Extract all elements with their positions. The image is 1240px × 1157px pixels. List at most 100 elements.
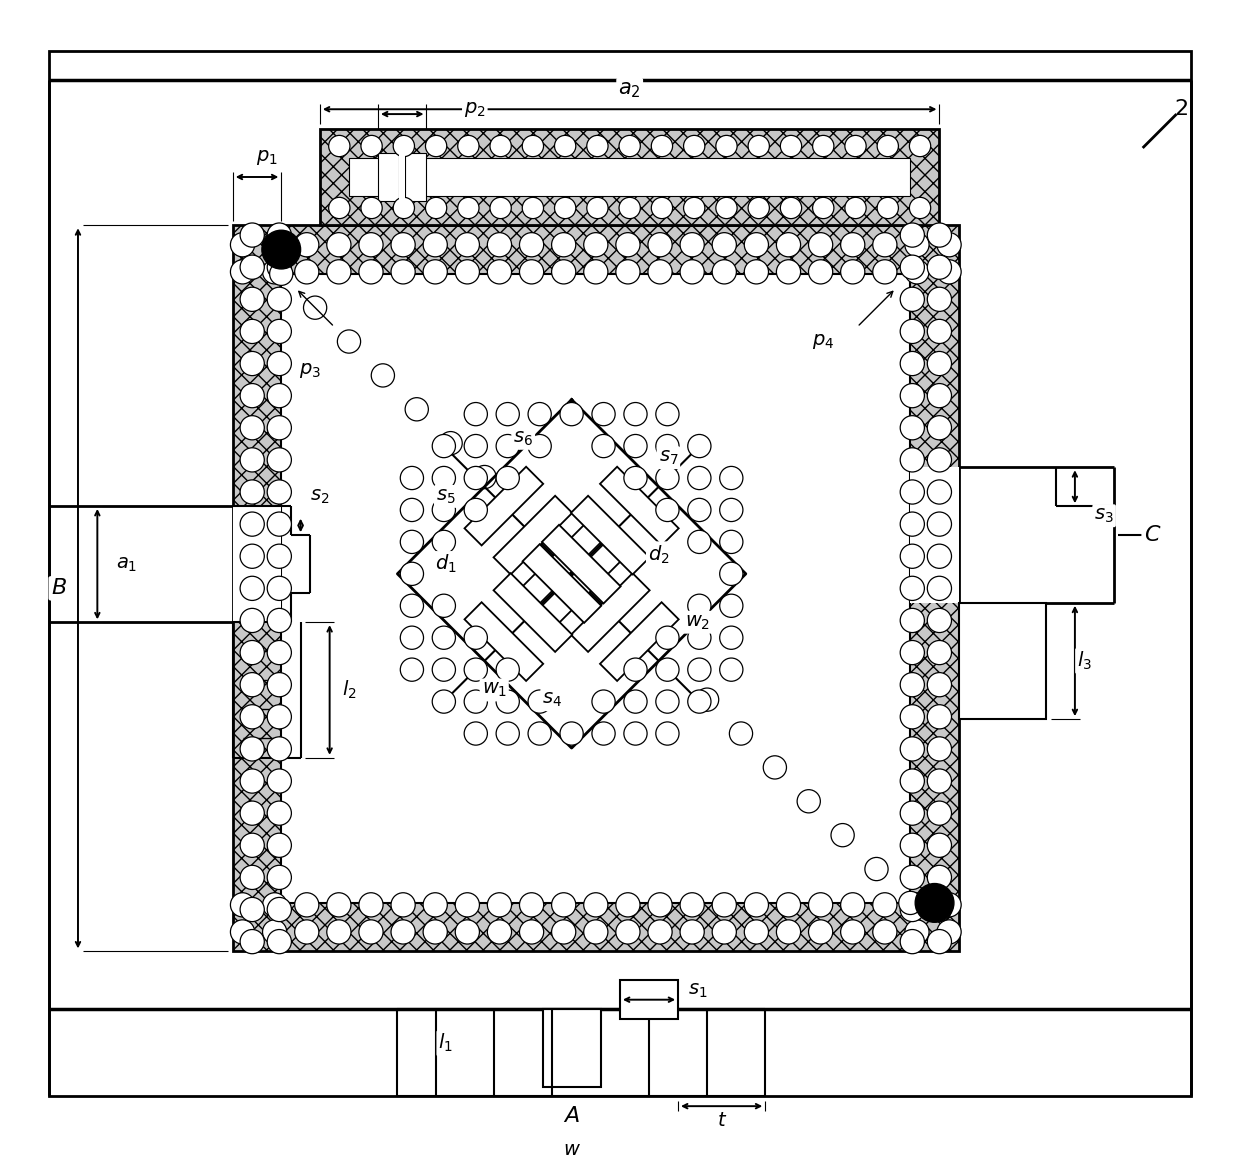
Polygon shape [570, 495, 650, 575]
Circle shape [423, 233, 448, 257]
Circle shape [522, 198, 543, 219]
Circle shape [433, 466, 455, 489]
Polygon shape [465, 466, 543, 545]
Circle shape [401, 562, 424, 585]
Circle shape [808, 260, 833, 283]
Circle shape [905, 233, 929, 257]
Circle shape [928, 769, 951, 794]
Circle shape [928, 929, 951, 953]
Bar [348, 157, 910, 197]
Circle shape [719, 499, 743, 522]
Circle shape [425, 198, 446, 219]
Circle shape [552, 260, 575, 283]
Circle shape [472, 465, 496, 488]
Circle shape [295, 920, 319, 944]
Circle shape [241, 319, 264, 344]
Circle shape [712, 260, 737, 283]
Circle shape [455, 260, 480, 283]
Circle shape [831, 824, 854, 847]
Circle shape [928, 641, 951, 664]
Circle shape [808, 920, 833, 944]
Circle shape [864, 857, 888, 880]
Circle shape [928, 255, 951, 279]
Circle shape [528, 690, 552, 713]
Circle shape [584, 920, 608, 944]
Circle shape [744, 233, 769, 257]
Circle shape [624, 466, 647, 489]
Circle shape [873, 233, 897, 257]
Circle shape [391, 893, 415, 918]
Circle shape [928, 576, 951, 600]
Circle shape [241, 705, 264, 729]
Circle shape [797, 790, 821, 813]
Circle shape [928, 480, 951, 504]
Text: $a_1$: $a_1$ [115, 554, 138, 574]
Circle shape [900, 609, 924, 633]
Circle shape [683, 135, 704, 156]
Circle shape [267, 929, 291, 953]
Circle shape [776, 233, 801, 257]
Circle shape [649, 893, 672, 918]
Circle shape [900, 415, 924, 440]
Circle shape [241, 672, 264, 697]
Circle shape [241, 513, 264, 536]
Polygon shape [600, 603, 678, 681]
Circle shape [900, 801, 924, 825]
Text: $l_3$: $l_3$ [1078, 650, 1092, 672]
Bar [405, 153, 427, 201]
Circle shape [680, 260, 704, 283]
Text: $t$: $t$ [717, 1111, 727, 1130]
Circle shape [464, 499, 487, 522]
Circle shape [241, 769, 264, 794]
Circle shape [928, 672, 951, 697]
Circle shape [337, 330, 361, 353]
Circle shape [616, 233, 640, 257]
Circle shape [329, 198, 350, 219]
Text: $s_7$: $s_7$ [658, 448, 678, 467]
Polygon shape [494, 495, 572, 575]
Circle shape [267, 898, 291, 922]
Circle shape [231, 260, 254, 283]
Circle shape [487, 920, 512, 944]
Circle shape [241, 737, 264, 761]
Polygon shape [542, 544, 621, 622]
Circle shape [900, 865, 924, 890]
Circle shape [688, 435, 711, 458]
Circle shape [808, 893, 833, 918]
Circle shape [496, 435, 520, 458]
Circle shape [361, 198, 382, 219]
Circle shape [267, 448, 291, 472]
Text: $s_3$: $s_3$ [1094, 507, 1114, 525]
Circle shape [496, 466, 520, 489]
Circle shape [241, 544, 264, 568]
Circle shape [490, 198, 511, 219]
Circle shape [554, 135, 575, 156]
Circle shape [900, 929, 924, 953]
Circle shape [656, 722, 680, 745]
Circle shape [405, 398, 428, 421]
Circle shape [656, 658, 680, 681]
Circle shape [591, 435, 615, 458]
Circle shape [433, 435, 455, 458]
Bar [620, 980, 678, 1019]
Circle shape [327, 920, 351, 944]
Circle shape [877, 135, 899, 156]
Circle shape [624, 435, 647, 458]
Circle shape [937, 920, 961, 944]
Circle shape [295, 233, 319, 257]
Circle shape [712, 893, 737, 918]
Circle shape [776, 260, 801, 283]
Circle shape [464, 690, 487, 713]
Circle shape [267, 287, 291, 311]
Circle shape [900, 255, 924, 279]
Circle shape [423, 920, 448, 944]
Circle shape [267, 480, 291, 504]
Circle shape [425, 135, 446, 156]
Circle shape [587, 198, 608, 219]
Circle shape [552, 893, 575, 918]
Circle shape [719, 466, 743, 489]
Text: $d_1$: $d_1$ [435, 553, 456, 575]
Circle shape [656, 466, 680, 489]
Circle shape [776, 893, 801, 918]
Circle shape [696, 688, 719, 712]
